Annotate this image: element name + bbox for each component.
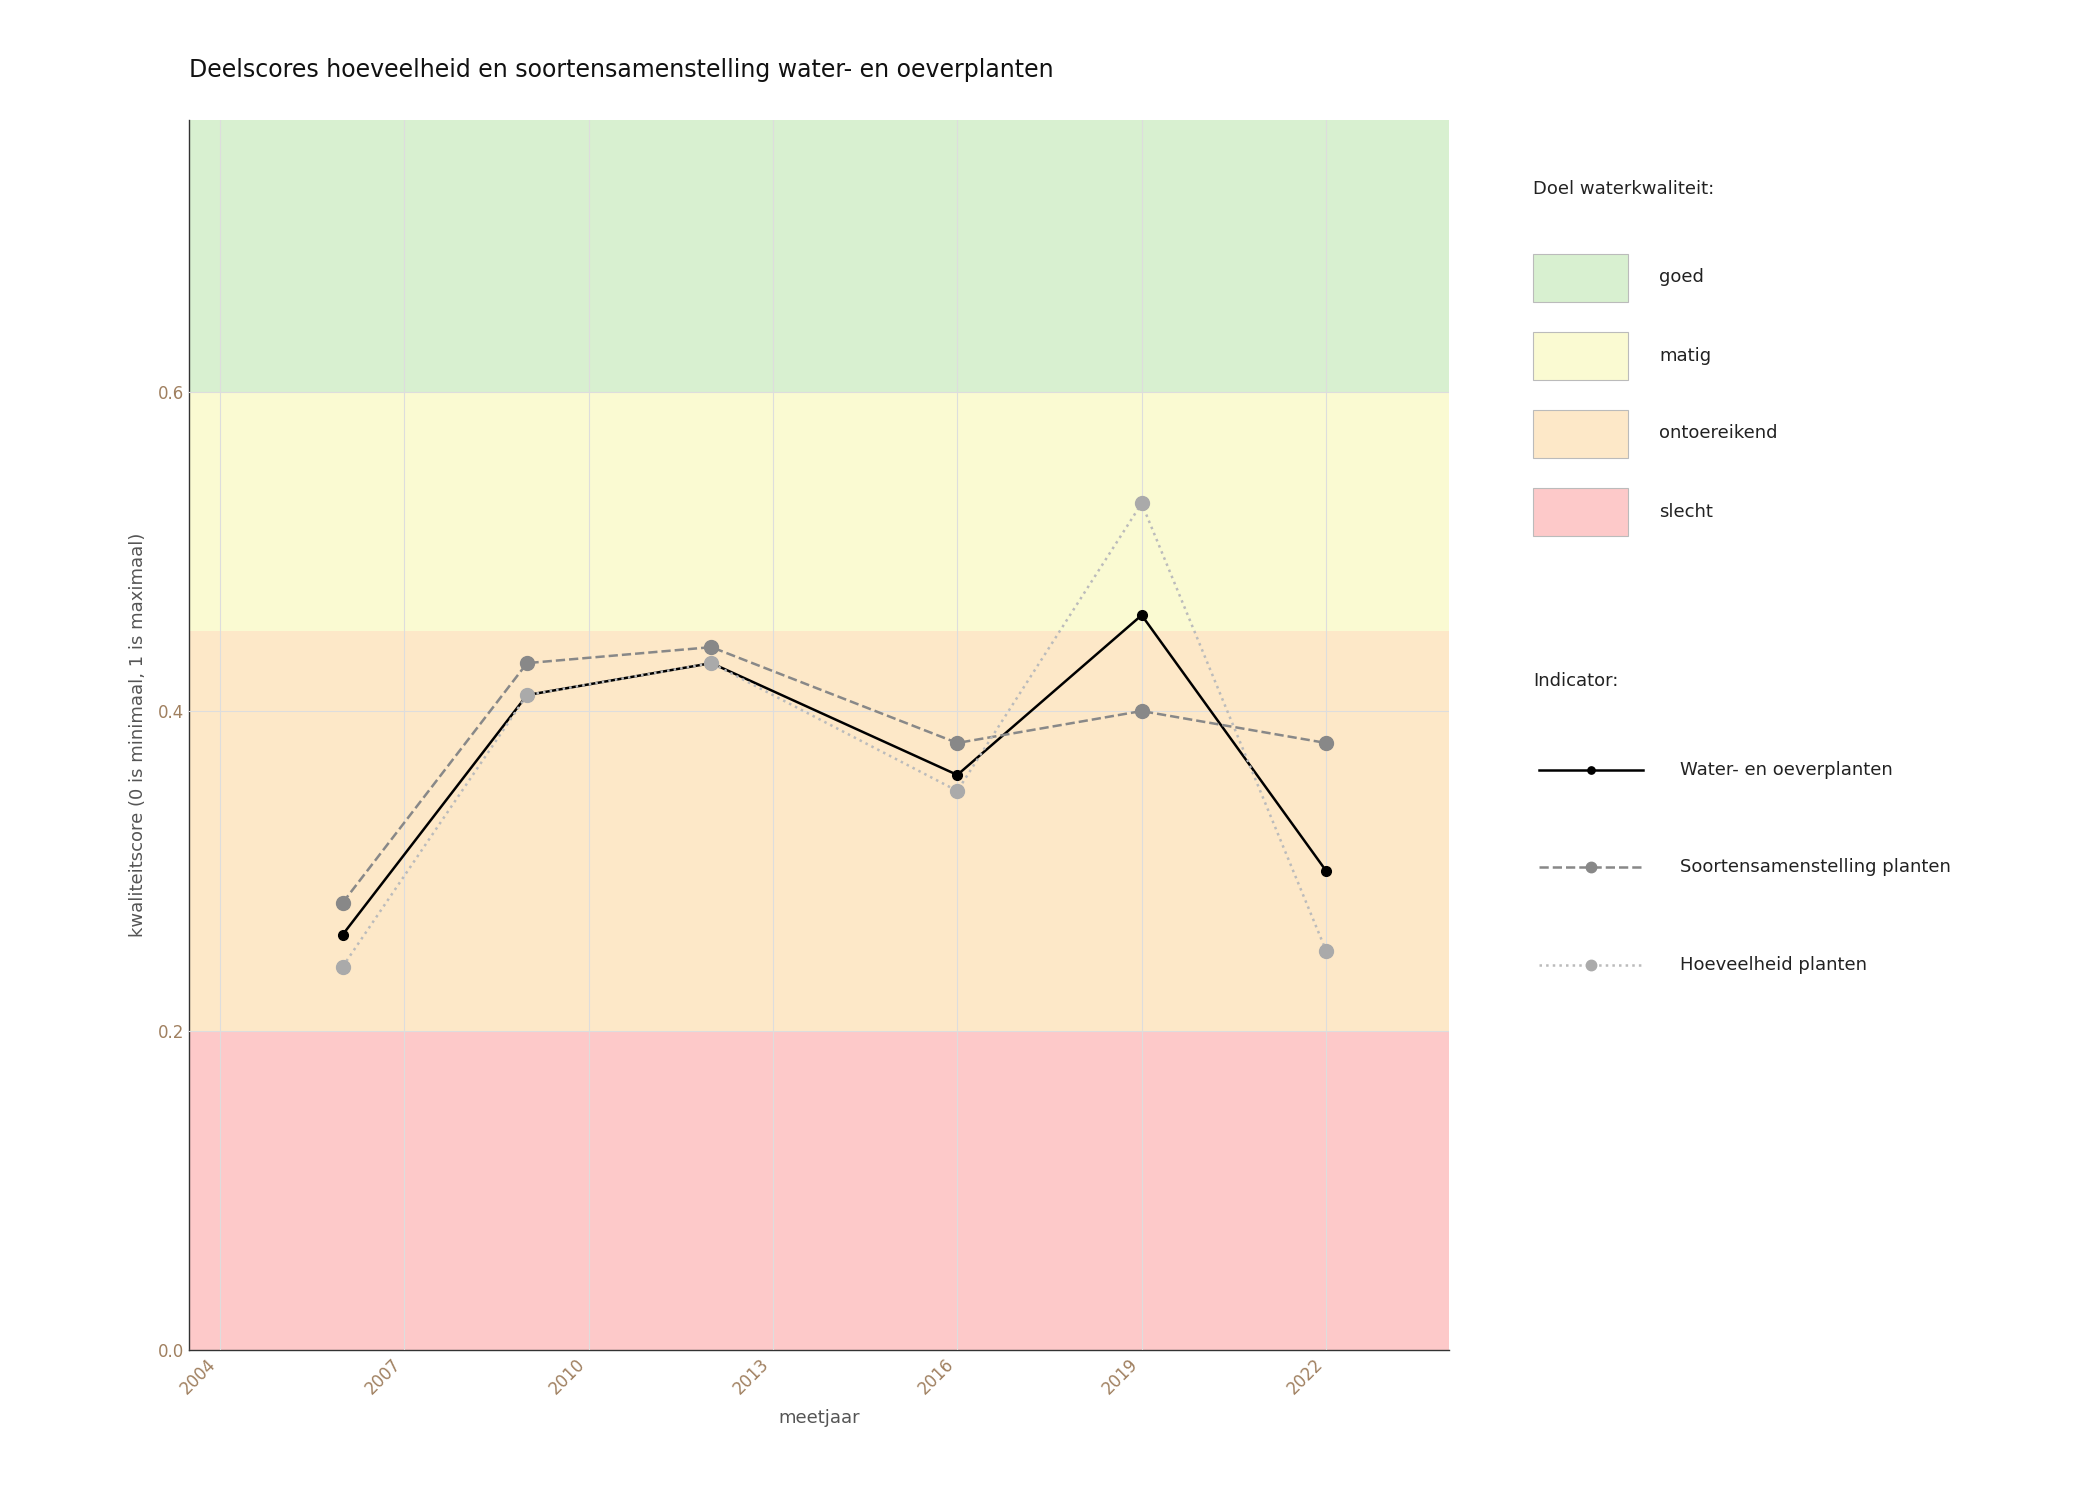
Text: matig: matig: [1659, 346, 1711, 364]
Text: Indicator:: Indicator:: [1533, 672, 1619, 690]
Bar: [189, 392, 1449, 632]
Text: Soortensamenstelling planten: Soortensamenstelling planten: [1680, 858, 1951, 876]
Text: goed: goed: [1659, 268, 1703, 286]
Bar: [189, 632, 1449, 1030]
Text: slecht: slecht: [1659, 503, 1714, 520]
Text: Hoeveelheid planten: Hoeveelheid planten: [1680, 956, 1867, 974]
Bar: [189, 120, 1449, 392]
X-axis label: meetjaar: meetjaar: [779, 1408, 859, 1426]
Y-axis label: kwaliteitscore (0 is minimaal, 1 is maximaal): kwaliteitscore (0 is minimaal, 1 is maxi…: [128, 532, 147, 938]
Text: Doel waterkwaliteit:: Doel waterkwaliteit:: [1533, 180, 1714, 198]
Bar: [189, 1030, 1449, 1350]
Text: Deelscores hoeveelheid en soortensamenstelling water- en oeverplanten: Deelscores hoeveelheid en soortensamenst…: [189, 58, 1054, 82]
Text: Water- en oeverplanten: Water- en oeverplanten: [1680, 760, 1892, 778]
Text: ontoereikend: ontoereikend: [1659, 424, 1777, 442]
